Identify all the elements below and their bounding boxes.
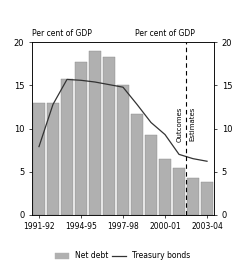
Text: Outcomes: Outcomes <box>177 107 183 142</box>
Bar <box>47 103 59 215</box>
Text: Per cent of GDP: Per cent of GDP <box>135 29 195 38</box>
Bar <box>159 159 171 215</box>
Legend: Net debt, Treasury bonds: Net debt, Treasury bonds <box>55 251 191 261</box>
Bar <box>187 178 199 215</box>
Text: Estimates: Estimates <box>189 107 196 142</box>
Bar <box>117 85 129 215</box>
Text: Per cent of GDP: Per cent of GDP <box>32 29 92 38</box>
Bar <box>145 135 157 215</box>
Bar <box>173 168 184 215</box>
Bar <box>89 51 101 215</box>
Bar <box>201 182 213 215</box>
Bar <box>33 103 45 215</box>
Bar <box>62 78 73 215</box>
Bar <box>131 114 143 215</box>
Bar <box>75 62 87 215</box>
Bar <box>103 57 115 215</box>
